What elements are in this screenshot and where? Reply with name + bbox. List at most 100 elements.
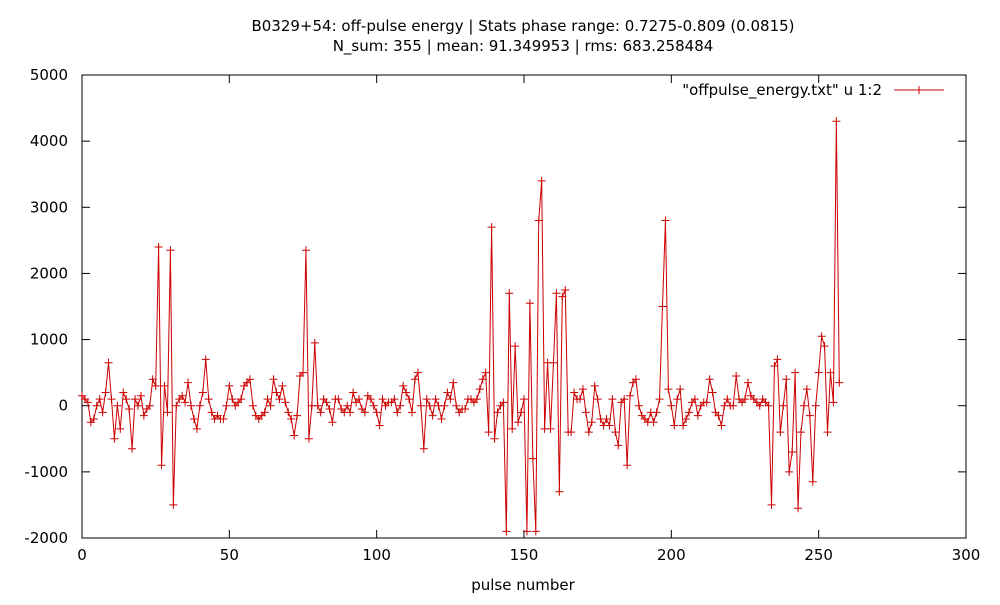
- data-point: [802, 385, 811, 394]
- data-point: [546, 424, 555, 433]
- data-point: [631, 375, 640, 384]
- data-point: [219, 414, 228, 423]
- data-point: [773, 355, 782, 364]
- data-point: [163, 408, 172, 417]
- data-point: [578, 385, 587, 394]
- data-point: [366, 395, 375, 404]
- data-point: [655, 395, 664, 404]
- data-point: [375, 421, 384, 430]
- data-point: [334, 395, 343, 404]
- data-point: [705, 375, 714, 384]
- data-point: [405, 395, 414, 404]
- data-point: [272, 388, 281, 397]
- data-point: [157, 461, 166, 470]
- data-point: [293, 411, 302, 420]
- data-point: [402, 388, 411, 397]
- data-point: [805, 411, 814, 420]
- chart-subtitle: N_sum: 355 | mean: 91.349953 | rms: 683.…: [333, 37, 714, 56]
- data-point: [349, 388, 358, 397]
- x-tick-label: 50: [220, 546, 239, 564]
- data-point: [446, 395, 455, 404]
- data-point: [531, 527, 540, 536]
- data-point: [590, 381, 599, 390]
- data-point: [284, 408, 293, 417]
- data-point: [443, 388, 452, 397]
- data-point: [95, 395, 104, 404]
- data-point: [776, 428, 785, 437]
- data-point: [511, 342, 520, 351]
- chart-title: B0329+54: off-pulse energy | Stats phase…: [251, 17, 794, 35]
- data-point: [410, 375, 419, 384]
- data-point: [817, 332, 826, 341]
- x-tick-label: 150: [510, 546, 539, 564]
- data-point: [667, 401, 676, 410]
- data-point: [378, 395, 387, 404]
- data-point: [160, 381, 169, 390]
- data-point: [116, 424, 125, 433]
- data-point: [228, 395, 237, 404]
- data-point: [741, 395, 749, 404]
- data-point: [661, 216, 670, 225]
- data-point: [125, 405, 134, 414]
- data-point: [440, 401, 449, 410]
- data-point: [425, 401, 434, 410]
- data-point: [299, 368, 307, 377]
- data-point: [266, 401, 275, 410]
- data-point: [537, 176, 546, 185]
- data-point: [204, 395, 213, 404]
- data-point: [549, 358, 558, 367]
- data-point: [685, 408, 694, 417]
- data-point: [178, 391, 187, 400]
- data-point: [679, 421, 688, 430]
- data-point: [552, 289, 561, 298]
- x-tick-label: 100: [362, 546, 391, 564]
- data-point: [664, 385, 673, 394]
- data-point: [322, 398, 331, 407]
- data-point: [561, 285, 570, 294]
- data-point: [475, 385, 484, 394]
- data-point: [558, 292, 567, 301]
- data-point: [428, 411, 437, 420]
- data-point: [139, 411, 148, 420]
- data-point: [390, 395, 399, 404]
- data-point: [225, 381, 234, 390]
- data-point: [416, 401, 425, 410]
- data-point: [263, 395, 272, 404]
- y-tick-label: 0: [58, 397, 68, 415]
- legend: "offpulse_energy.txt" u 1:2: [682, 81, 944, 100]
- data-point: [437, 414, 446, 423]
- legend-label: "offpulse_energy.txt" u 1:2: [682, 81, 882, 100]
- data-point: [682, 414, 691, 423]
- data-point: [514, 418, 523, 427]
- data-point: [570, 388, 579, 397]
- x-tick-label: 0: [77, 546, 87, 564]
- data-point: [396, 401, 405, 410]
- data-point: [796, 428, 805, 437]
- data-point: [89, 414, 98, 423]
- data-point: [372, 408, 381, 417]
- data-point: [101, 388, 110, 397]
- data-point: [419, 444, 428, 453]
- data-point: [808, 477, 817, 486]
- data-point: [534, 216, 543, 225]
- data-point: [290, 431, 299, 440]
- data-point: [517, 408, 526, 417]
- data-point: [472, 395, 481, 404]
- data-point: [449, 378, 458, 387]
- data-point: [823, 428, 832, 437]
- data-point: [708, 388, 717, 397]
- data-point: [461, 405, 470, 414]
- data-point: [811, 401, 820, 410]
- data-point: [248, 401, 257, 410]
- data-point: [110, 434, 119, 443]
- data-point: [522, 527, 531, 536]
- y-tick-label: 2000: [30, 264, 68, 282]
- y-tick-label: 5000: [30, 66, 68, 84]
- data-point: [119, 388, 128, 397]
- data-point: [743, 378, 752, 387]
- data-point: [620, 395, 629, 404]
- data-point: [614, 441, 623, 450]
- legend-marker: [915, 86, 923, 94]
- data-point: [184, 378, 193, 387]
- data-point: [189, 414, 198, 423]
